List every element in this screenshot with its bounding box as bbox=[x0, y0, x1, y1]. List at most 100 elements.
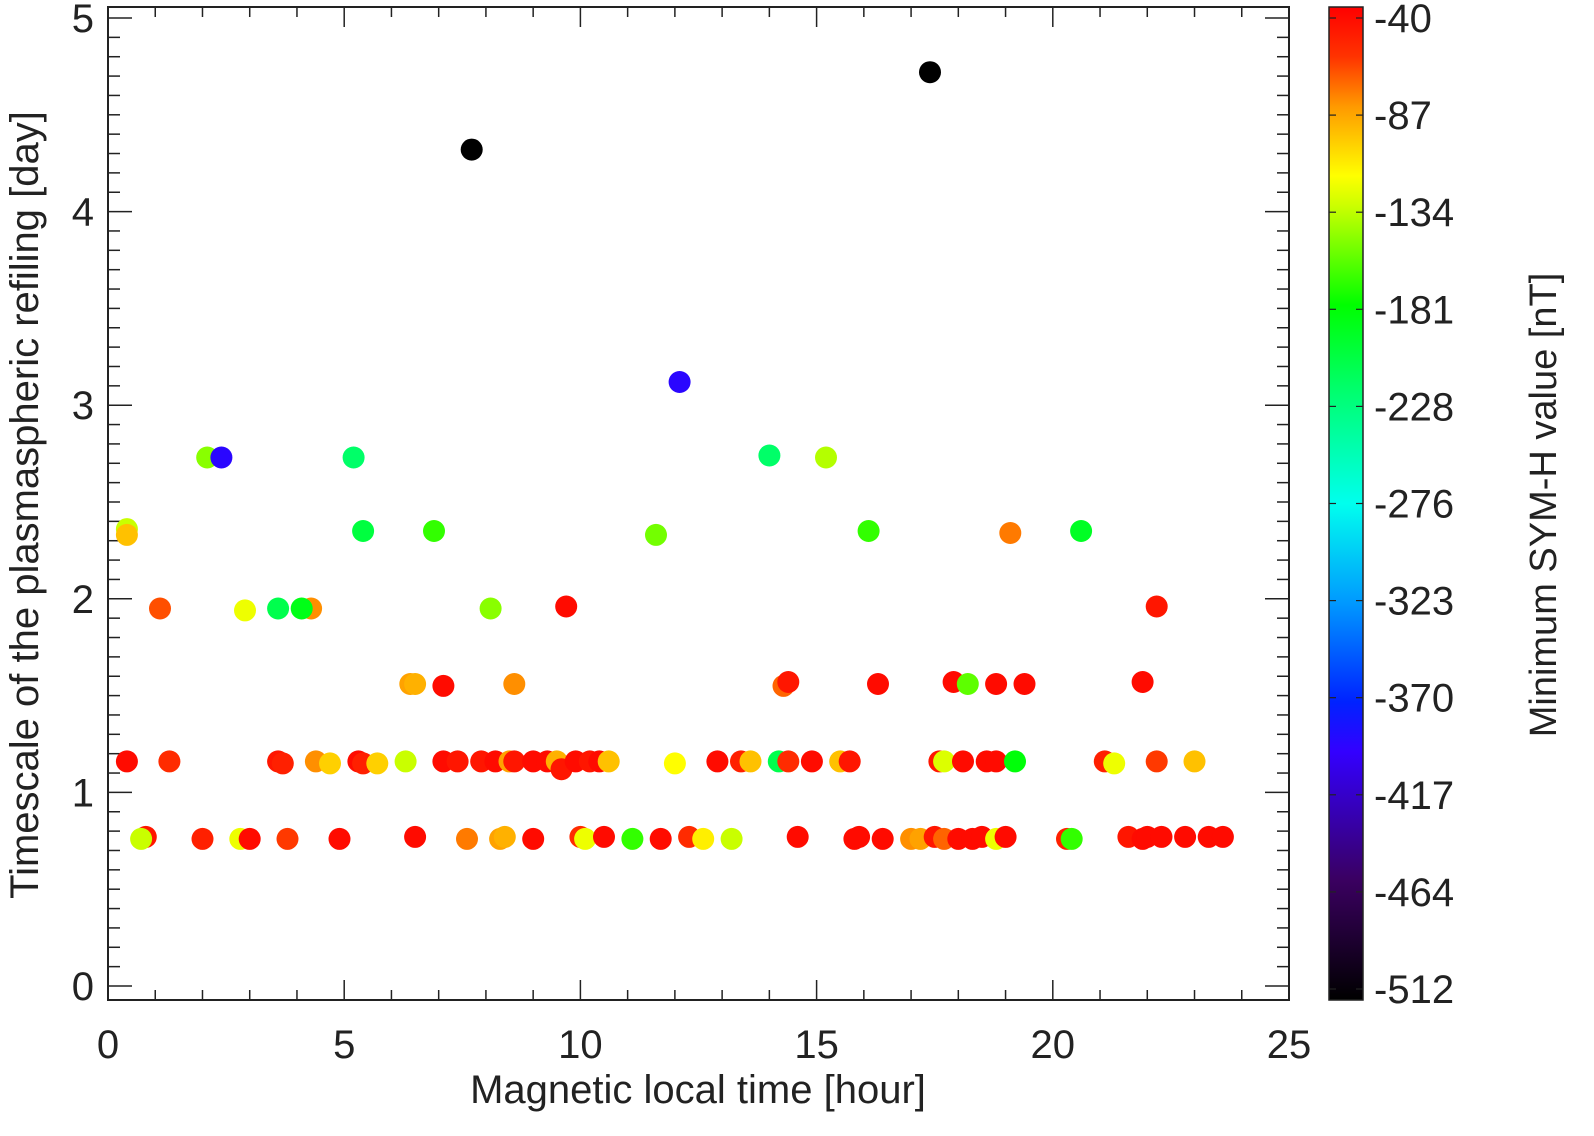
data-point bbox=[994, 825, 1017, 848]
data-point bbox=[1103, 752, 1126, 775]
colorbar-label: Minimum SYM-H value [nT] bbox=[1523, 273, 1565, 738]
data-point bbox=[758, 444, 781, 467]
y-axis-label: Timescale of the plasmaspheric refiling … bbox=[3, 111, 47, 899]
colorbar-tick-label: -370 bbox=[1374, 677, 1454, 721]
data-point bbox=[1211, 825, 1234, 848]
data-point bbox=[503, 673, 526, 695]
colorbar-tick-label: -464 bbox=[1374, 871, 1454, 915]
data-point bbox=[838, 750, 861, 773]
colorbar-tick-label: -40 bbox=[1374, 0, 1432, 41]
colorbar-tick-label: -417 bbox=[1374, 774, 1454, 818]
data-point bbox=[1131, 671, 1154, 693]
data-point bbox=[800, 750, 823, 773]
data-point bbox=[871, 827, 894, 850]
data-point bbox=[404, 825, 427, 848]
data-point bbox=[503, 750, 526, 773]
data-point bbox=[479, 597, 502, 620]
colorbar-tick-label: -87 bbox=[1374, 94, 1432, 138]
data-point bbox=[130, 827, 153, 850]
data-point bbox=[645, 523, 667, 546]
colorbar-tick-label: -276 bbox=[1374, 483, 1454, 527]
data-point bbox=[668, 371, 691, 393]
data-point bbox=[267, 597, 290, 620]
data-point bbox=[999, 522, 1022, 544]
data-points bbox=[115, 61, 1234, 850]
colorbar: -40 -87 -134 -181 -228 -276 -323 -370 -417 -464 -5… bbox=[1328, 0, 1565, 1012]
data-point bbox=[933, 750, 956, 773]
data-point bbox=[663, 752, 686, 775]
y-tick-label: 5 bbox=[72, 0, 94, 41]
data-point bbox=[919, 61, 941, 84]
data-point bbox=[985, 750, 1008, 773]
data-point bbox=[1183, 750, 1206, 773]
x-tick-label: 5 bbox=[333, 1023, 355, 1067]
colorbar-tick-label: -323 bbox=[1374, 580, 1454, 624]
colorbar-tick-label: -134 bbox=[1374, 191, 1454, 235]
data-point bbox=[290, 597, 313, 620]
data-point bbox=[597, 750, 620, 773]
data-point bbox=[522, 827, 545, 850]
data-point bbox=[786, 825, 809, 848]
x-axis-label: Magnetic local time [hour] bbox=[470, 1068, 926, 1112]
data-point bbox=[342, 446, 365, 469]
data-point bbox=[115, 750, 138, 773]
colorbar-ticks bbox=[1329, 17, 1363, 990]
y-tick-label: 3 bbox=[72, 384, 94, 428]
data-point bbox=[446, 750, 469, 773]
data-point bbox=[1174, 825, 1197, 848]
x-tick-labels: 0 5 10 15 20 25 bbox=[97, 1023, 1311, 1067]
data-point bbox=[238, 827, 261, 850]
data-point bbox=[621, 827, 644, 850]
data-point bbox=[985, 673, 1008, 695]
data-point bbox=[149, 597, 171, 620]
y-tick-label: 4 bbox=[72, 191, 94, 235]
data-point bbox=[394, 750, 417, 773]
data-point bbox=[432, 674, 455, 697]
data-point bbox=[1070, 520, 1093, 542]
data-point bbox=[1145, 595, 1168, 618]
x-tick-label: 0 bbox=[97, 1023, 119, 1067]
data-point bbox=[692, 827, 715, 850]
data-point bbox=[1013, 673, 1036, 695]
data-point bbox=[460, 138, 483, 161]
data-point bbox=[952, 750, 974, 773]
data-point bbox=[493, 825, 516, 848]
data-point bbox=[158, 750, 181, 773]
colorbar-tick-label: -512 bbox=[1374, 968, 1454, 1012]
data-point bbox=[739, 750, 762, 773]
data-point bbox=[276, 827, 299, 850]
plot-frame bbox=[107, 6, 1290, 1001]
data-point bbox=[867, 673, 889, 695]
data-point bbox=[649, 827, 672, 850]
colorbar-tick-labels: -40 -87 -134 -181 -228 -276 -323 -370 -417 -464 -5… bbox=[1374, 0, 1454, 1012]
data-point bbox=[271, 752, 294, 775]
axis-ticks bbox=[107, 7, 1290, 1000]
data-point bbox=[423, 520, 445, 542]
data-point bbox=[848, 825, 871, 848]
data-point bbox=[857, 520, 880, 542]
data-point bbox=[706, 750, 729, 773]
y-tick-label: 0 bbox=[72, 965, 94, 1009]
x-tick-label: 25 bbox=[1267, 1023, 1312, 1067]
data-point bbox=[1150, 825, 1173, 848]
x-tick-label: 15 bbox=[794, 1023, 839, 1067]
data-point bbox=[777, 671, 800, 693]
data-point bbox=[115, 523, 138, 546]
data-point bbox=[720, 827, 743, 850]
data-point bbox=[1004, 750, 1026, 773]
data-point bbox=[404, 673, 427, 695]
colorbar-tick-label: -228 bbox=[1374, 385, 1454, 429]
x-tick-label: 10 bbox=[558, 1023, 603, 1067]
data-point bbox=[366, 752, 389, 775]
data-point bbox=[777, 750, 800, 773]
data-point bbox=[328, 827, 351, 850]
data-point bbox=[956, 673, 979, 695]
y-tick-label: 1 bbox=[72, 771, 94, 815]
data-point bbox=[352, 520, 375, 542]
data-point bbox=[555, 595, 578, 618]
data-point bbox=[593, 825, 615, 848]
y-tick-label: 2 bbox=[72, 578, 94, 622]
data-point bbox=[234, 599, 256, 622]
x-tick-label: 20 bbox=[1031, 1023, 1076, 1067]
